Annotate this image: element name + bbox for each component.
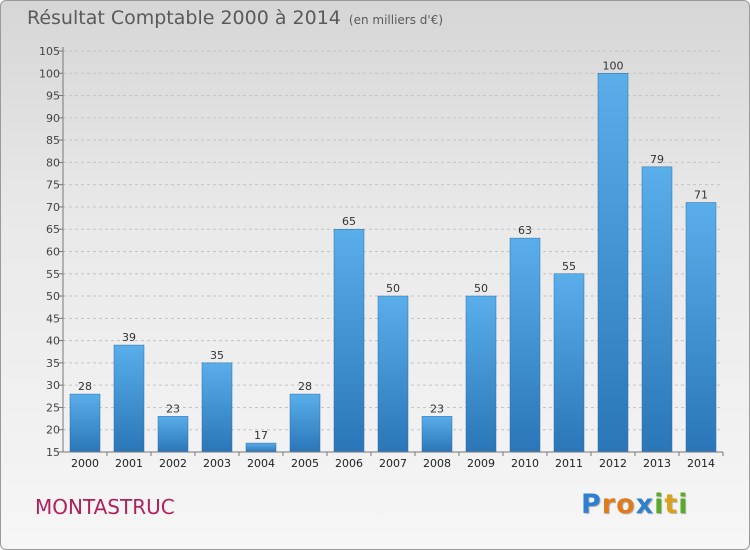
bar-value-label: 28 <box>298 380 312 393</box>
y-tick-label: 45 <box>46 312 60 325</box>
logo-letter: t <box>664 489 679 520</box>
bar <box>553 273 585 453</box>
x-tick-label: 2002 <box>159 457 187 470</box>
bar <box>597 73 629 453</box>
x-tick-label: 2006 <box>335 457 363 470</box>
x-tick-label: 2001 <box>115 457 143 470</box>
chart-title-block: Résultat Comptable 2000 à 2014 (en millie… <box>27 7 443 29</box>
bar-value-label: 39 <box>122 331 136 344</box>
y-tick-label: 105 <box>39 45 60 58</box>
axes <box>59 47 724 456</box>
bar-value-label: 23 <box>430 402 444 415</box>
bar <box>113 344 145 453</box>
y-tick-label: 70 <box>46 201 60 214</box>
bar <box>245 442 277 453</box>
chart-title: Résultat Comptable 2000 à 2014 <box>27 7 341 29</box>
x-tick-label: 2014 <box>687 457 715 470</box>
bars <box>69 73 717 453</box>
y-tick-label: 100 <box>39 67 60 80</box>
logo-letter: o <box>616 489 636 520</box>
y-tick-label: 50 <box>46 290 60 303</box>
bar <box>509 237 541 453</box>
bar-value-label: 50 <box>386 282 400 295</box>
labels: 15 20 25 30 35 40 45 50 55 60 65 70 75 80 85 90 95 100 105… <box>39 45 715 470</box>
y-tick-label: 40 <box>46 335 60 348</box>
y-tick-label: 60 <box>46 246 60 259</box>
x-tick-label: 2007 <box>379 457 407 470</box>
y-tick-label: 85 <box>46 134 60 147</box>
x-tick-label: 2009 <box>467 457 495 470</box>
bar <box>685 202 717 453</box>
bar <box>201 362 233 453</box>
y-tick-label: 30 <box>46 379 60 392</box>
bar-value-label: 17 <box>254 429 268 442</box>
y-tick-label: 95 <box>46 90 60 103</box>
bar <box>421 416 453 453</box>
bar <box>465 295 497 453</box>
bar-value-label: 35 <box>210 349 224 362</box>
bar-value-label: 71 <box>694 188 708 201</box>
y-tick-label: 25 <box>46 401 60 414</box>
logo-letter: r <box>601 489 617 520</box>
bar-value-label: 79 <box>650 153 664 166</box>
chart-subtitle: (en milliers d'€) <box>348 13 444 27</box>
bar-value-label: 28 <box>78 380 92 393</box>
x-tick-label: 2000 <box>71 457 99 470</box>
y-tick-label: 55 <box>46 268 60 281</box>
y-tick-label: 15 <box>46 446 60 459</box>
x-tick-label: 2012 <box>599 457 627 470</box>
bar <box>377 295 409 453</box>
x-tick-label: 2011 <box>555 457 583 470</box>
town-name: MONTASTRUC <box>35 495 175 519</box>
bar <box>289 393 321 453</box>
proxiti-logo: Proxiti <box>581 489 689 520</box>
y-tick-label: 75 <box>46 179 60 192</box>
x-tick-label: 2013 <box>643 457 671 470</box>
y-tick-label: 90 <box>46 112 60 125</box>
y-tick-label: 35 <box>46 357 60 370</box>
logo-letter: x <box>635 489 655 520</box>
x-tick-label: 2008 <box>423 457 451 470</box>
bar-value-label: 65 <box>342 215 356 228</box>
x-tick-label: 2004 <box>247 457 275 470</box>
bar <box>333 228 365 453</box>
x-tick-label: 2005 <box>291 457 319 470</box>
logo-letter: i <box>654 489 665 520</box>
bar <box>157 416 189 453</box>
y-tick-label: 20 <box>46 424 60 437</box>
bar-value-label: 23 <box>166 402 180 415</box>
bar-value-label: 63 <box>518 224 532 237</box>
logo-letter: P <box>581 489 602 520</box>
bar-value-label: 55 <box>562 260 576 273</box>
x-tick-label: 2003 <box>203 457 231 470</box>
bar-value-label: 50 <box>474 282 488 295</box>
logo-letter: i <box>678 489 689 520</box>
y-tick-label: 65 <box>46 223 60 236</box>
bar <box>641 166 673 453</box>
bar-value-label: 100 <box>603 59 624 72</box>
x-tick-label: 2010 <box>511 457 539 470</box>
y-tick-label: 80 <box>46 156 60 169</box>
bar <box>69 393 101 453</box>
